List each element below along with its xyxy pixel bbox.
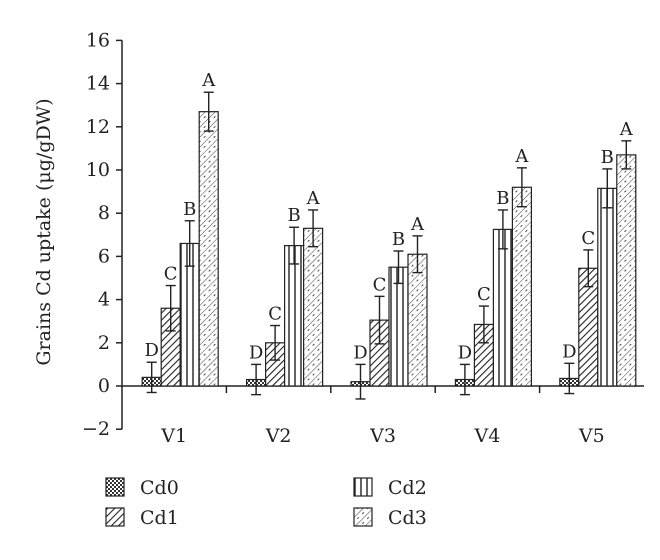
y-tick-label: 8 [98,202,110,224]
y-tick-label: 16 [86,29,110,51]
significance-letter: A [619,119,634,140]
x-tick-label: V3 [369,425,396,447]
significance-letter: C [477,284,491,305]
x-tick-label: V5 [578,425,605,447]
significance-letter: D [144,340,158,361]
legend-label-cd1: Cd1 [140,507,179,529]
legend-label-cd2: Cd2 [388,477,427,499]
significance-letter: C [581,228,595,249]
bar-cd3-v2 [303,227,324,387]
y-tick-label: 0 [98,375,110,397]
x-tick-label: V1 [160,425,187,447]
y-tick-label: 4 [98,289,110,311]
bar-cd3-v3 [407,253,428,387]
y-tick-label: 10 [86,159,110,181]
x-tick-label: V2 [265,425,292,447]
y-tick-label: −2 [82,418,110,440]
legend-label-cd3: Cd3 [388,507,427,529]
bar-cd2-v3 [388,266,409,387]
significance-letter: B [287,205,300,226]
significance-letter: A [514,146,529,167]
significance-letter: C [373,274,387,295]
bar-cd2-v4 [492,228,513,387]
legend-label-cd0: Cd0 [140,477,179,499]
significance-letter: D [458,342,472,363]
legend: Cd0 Cd1 Cd2 Cd3 [105,477,427,529]
y-tick-label: 12 [86,116,110,138]
y-tick-label: 14 [86,73,110,95]
axes: −2 0 2 4 6 8 10 12 14 16 V1 V2 V3 V4 V5 [82,29,644,447]
legend-swatch-cd0 [105,477,125,497]
significance-letter: C [268,304,282,325]
bar-cd2-v2 [284,245,305,387]
bar-cd3-v5 [616,154,637,387]
significance-letter: A [410,214,425,235]
bar-cd3-v4 [511,186,533,387]
legend-swatch-cd1 [105,507,125,527]
bar-cd3-v1 [198,111,219,387]
significance-letter: B [601,147,614,168]
y-axis-title: Grains Cd uptake (μg/gDW) [33,98,55,365]
significance-letter: A [201,70,216,91]
significance-letter: C [164,264,178,285]
significance-letter: D [562,341,576,362]
legend-swatch-cd2 [353,477,373,497]
significance-letter: D [249,342,263,363]
y-tick-label: 6 [98,245,110,267]
y-tick-label: 2 [98,332,110,354]
x-tick-label: V4 [473,425,500,447]
significance-letter: A [306,188,321,209]
significance-letter: D [353,342,367,363]
legend-swatch-cd3 [353,507,373,527]
significance-letter: B [183,199,196,220]
significance-letter: B [392,229,405,250]
significance-letter: B [496,188,509,209]
bar-cd2-v5 [597,187,618,387]
